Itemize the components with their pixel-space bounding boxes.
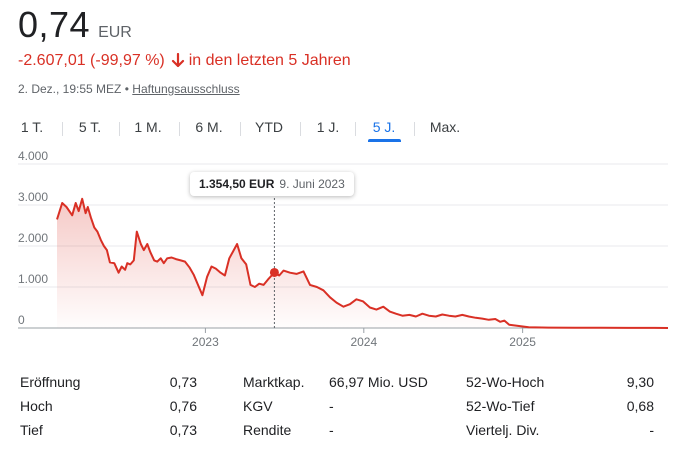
stats-row: Hoch 0,76 KGV - 52-Wo-Tief 0,68	[0, 394, 694, 418]
currency-label: EUR	[98, 24, 132, 41]
stat-value-52w-low: 0,68	[626, 398, 654, 414]
quote-meta: 2. Dez., 19:55 MEZ • Haftungsausschluss	[18, 82, 240, 96]
current-price: 0,74	[18, 4, 91, 45]
tab-divider	[62, 122, 63, 136]
stat-value-high: 0,76	[169, 398, 197, 414]
change-value: -2.607,01 (-99,97 %)	[18, 52, 165, 69]
tab-5-years[interactable]: 5 J.	[372, 119, 396, 135]
meta-separator: •	[124, 82, 129, 96]
tab-ytd[interactable]: YTD	[255, 119, 283, 135]
price-chart[interactable]: 4.000 3.000 2.000 1.000 0 2023 2024 2025	[0, 150, 694, 355]
arrow-down-icon	[171, 52, 185, 69]
stat-value-low: 0,73	[169, 422, 197, 438]
stat-value-52w-high: 9,30	[626, 374, 654, 390]
tab-1-month[interactable]: 1 M.	[134, 119, 162, 135]
stat-label-market-cap: Marktkap.	[243, 374, 305, 390]
stat-value-pe-ratio: -	[329, 398, 334, 414]
chart-series-line	[56, 197, 669, 329]
x-tick-label: 2023	[192, 335, 219, 349]
price-change: -2.607,01 (-99,97 %) in den letzten 5 Ja…	[18, 52, 351, 70]
disclaimer-link[interactable]: Haftungsausschluss	[132, 82, 240, 96]
tab-divider	[355, 122, 356, 136]
stats-row: Tief 0,73 Rendite - Viertelj. Div. -	[0, 418, 694, 442]
stat-value-open: 0,73	[169, 374, 197, 390]
x-tick-label: 2024	[350, 335, 377, 349]
hover-point	[269, 267, 279, 277]
y-tick-label: 1.000	[18, 272, 48, 286]
stat-value-yield: -	[329, 422, 334, 438]
y-tick-label: 2.000	[18, 231, 48, 245]
tooltip-date: 9. Juni 2023	[279, 177, 345, 191]
change-period: in den letzten 5 Jahren	[188, 52, 351, 69]
tab-divider	[179, 122, 180, 136]
stat-label-yield: Rendite	[243, 422, 292, 438]
stat-label-52w-low: 52-Wo-Tief	[466, 398, 535, 414]
tab-6-months[interactable]: 6 M.	[195, 119, 223, 135]
stat-label-pe-ratio: KGV	[243, 398, 273, 414]
time-range-tabs: 1 T. 5 T. 1 M. 6 M. YTD 1 J. 5 J. Max.	[0, 114, 694, 144]
tab-1-day[interactable]: 1 T.	[20, 119, 44, 135]
tab-divider	[119, 122, 120, 136]
tab-5-days[interactable]: 5 T.	[78, 119, 102, 135]
x-tick-label: 2025	[509, 335, 536, 349]
stat-label-low: Tief	[20, 422, 43, 438]
stat-value-quarterly-dividend: -	[649, 422, 654, 438]
tab-divider	[300, 122, 301, 136]
quote-timestamp: 2. Dez., 19:55 MEZ	[18, 82, 122, 96]
stat-label-52w-high: 52-Wo-Hoch	[466, 374, 545, 390]
tab-1-year[interactable]: 1 J.	[316, 119, 340, 135]
price-header: 0,74 EUR	[18, 4, 132, 46]
stat-label-high: Hoch	[20, 398, 53, 414]
tab-max[interactable]: Max.	[429, 119, 461, 135]
tab-divider	[414, 122, 415, 136]
y-tick-label: 0	[18, 313, 25, 327]
active-tab-indicator	[368, 139, 401, 142]
y-tick-label: 3.000	[18, 190, 48, 204]
y-tick-label: 4.000	[18, 150, 48, 163]
stats-row: Eröffnung 0,73 Marktkap. 66,97 Mio. USD …	[0, 370, 694, 394]
chart-area-fill	[57, 198, 668, 328]
chart-tooltip: 1.354,50 EUR 9. Juni 2023	[190, 172, 354, 196]
stat-value-market-cap: 66,97 Mio. USD	[329, 374, 428, 390]
tooltip-value: 1.354,50 EUR	[199, 177, 275, 191]
tab-divider	[240, 122, 241, 136]
stat-label-open: Eröffnung	[20, 374, 81, 390]
stat-label-quarterly-dividend: Viertelj. Div.	[466, 422, 540, 438]
